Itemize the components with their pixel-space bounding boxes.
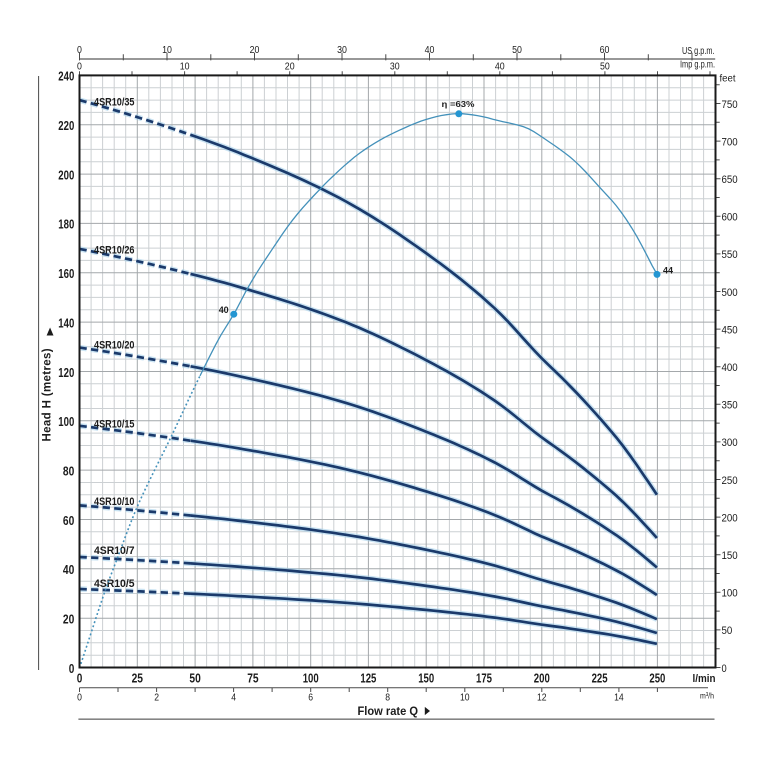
svg-text:500: 500 [722,287,738,299]
svg-text:40: 40 [425,45,435,56]
svg-text:150: 150 [722,550,738,562]
svg-text:240: 240 [58,69,74,84]
svg-text:2: 2 [154,693,159,704]
svg-text:50: 50 [600,62,610,73]
svg-text:50: 50 [512,45,522,56]
svg-text:40: 40 [495,62,505,73]
svg-text:100: 100 [722,588,738,600]
svg-text:4SR10/7: 4SR10/7 [94,545,135,557]
svg-text:125: 125 [360,670,376,685]
svg-text:Flow rate Q: Flow rate Q [358,706,419,718]
svg-text:0: 0 [77,45,82,56]
svg-text:40: 40 [219,305,229,316]
svg-text:8: 8 [385,693,390,704]
svg-text:US g.p.m.: US g.p.m. [682,46,715,57]
svg-text:60: 60 [600,45,610,56]
svg-text:4SR10/5: 4SR10/5 [94,578,135,590]
svg-text:150: 150 [418,670,434,685]
svg-text:10: 10 [180,62,190,73]
svg-text:η =63%: η =63% [442,99,475,109]
svg-text:550: 550 [722,249,738,261]
svg-text:0: 0 [722,663,727,675]
svg-text:40: 40 [63,562,74,577]
svg-text:20: 20 [285,62,295,73]
svg-text:l/min: l/min [693,673,716,685]
svg-text:Imp g.p.m.: Imp g.p.m. [680,60,715,71]
svg-text:140: 140 [58,315,74,330]
svg-text:175: 175 [476,670,492,685]
svg-text:60: 60 [63,513,74,528]
svg-text:160: 160 [58,266,74,281]
svg-text:30: 30 [337,45,347,56]
svg-text:200: 200 [534,670,550,685]
svg-text:100: 100 [58,414,74,429]
svg-text:feet: feet [720,74,736,85]
svg-text:120: 120 [58,365,74,380]
svg-text:6: 6 [308,693,313,704]
svg-text:0: 0 [69,661,75,676]
svg-text:44: 44 [663,265,674,276]
svg-text:650: 650 [722,174,738,186]
svg-text:220: 220 [58,118,74,133]
svg-text:250: 250 [649,670,665,685]
svg-text:20: 20 [63,612,74,627]
svg-text:75: 75 [247,670,258,685]
svg-text:m³/h: m³/h [700,690,714,700]
svg-text:4SR10/10: 4SR10/10 [94,496,135,508]
svg-text:30: 30 [390,62,400,73]
svg-text:600: 600 [722,212,738,224]
svg-text:80: 80 [63,463,74,478]
svg-text:50: 50 [722,625,733,637]
svg-text:200: 200 [58,167,74,182]
svg-text:0: 0 [77,670,83,685]
svg-text:4SR10/15: 4SR10/15 [94,419,135,431]
svg-text:250: 250 [722,475,738,487]
svg-text:180: 180 [58,217,74,232]
svg-text:200: 200 [722,512,738,524]
svg-text:0: 0 [77,62,82,73]
svg-text:4: 4 [231,693,236,704]
svg-text:25: 25 [132,670,143,685]
svg-text:225: 225 [592,670,608,685]
svg-text:14: 14 [614,693,624,704]
svg-text:Head H (metres): Head H (metres) [42,348,54,441]
svg-text:50: 50 [189,670,200,685]
svg-text:4SR10/26: 4SR10/26 [94,245,135,257]
svg-text:12: 12 [537,693,547,704]
svg-text:4SR10/20: 4SR10/20 [94,340,135,352]
svg-text:300: 300 [722,437,738,449]
svg-text:450: 450 [722,324,738,336]
svg-text:750: 750 [722,99,738,111]
svg-text:700: 700 [722,136,738,148]
svg-text:100: 100 [303,670,319,685]
svg-text:4SR10/35: 4SR10/35 [94,97,135,109]
svg-text:0: 0 [77,693,82,704]
svg-text:10: 10 [162,45,172,56]
svg-text:10: 10 [460,693,470,704]
svg-text:400: 400 [722,362,738,374]
svg-text:350: 350 [722,400,738,412]
svg-text:20: 20 [250,45,260,56]
